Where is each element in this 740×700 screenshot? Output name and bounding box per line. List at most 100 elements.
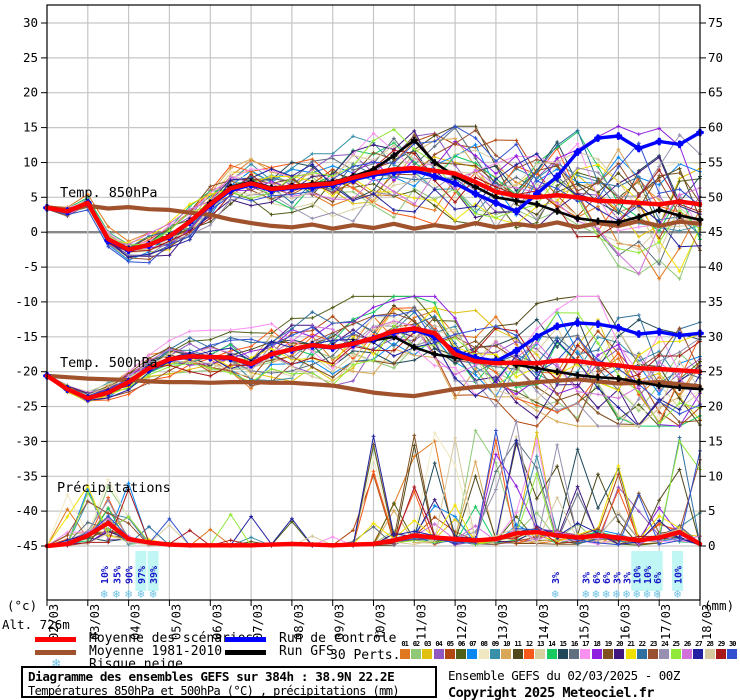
svg-text:60: 60 — [708, 120, 723, 135]
pert-number: 01 — [401, 640, 408, 648]
pert-color-swatch — [501, 649, 512, 659]
pert-number: 03 — [424, 640, 431, 648]
pert-24: 24 — [659, 640, 670, 659]
svg-text:10/03: 10/03 — [374, 604, 388, 640]
svg-text:3%: 3% — [582, 572, 593, 584]
pert-number: 06 — [457, 640, 465, 648]
pert-09: 09 — [489, 640, 501, 659]
pert-color-swatch — [727, 649, 738, 659]
pert-18: 18 — [591, 640, 602, 659]
svg-text:65: 65 — [708, 85, 723, 100]
pert-color-swatch — [478, 649, 489, 659]
svg-text:10%: 10% — [633, 566, 644, 584]
svg-text:-35: -35 — [15, 468, 38, 483]
svg-text:11/03: 11/03 — [414, 604, 428, 640]
pert-color-swatch — [557, 649, 568, 659]
svg-text:12/03: 12/03 — [455, 604, 469, 640]
pert-29: 29 — [715, 640, 726, 659]
svg-text:30: 30 — [708, 329, 723, 344]
pert-color-swatch — [569, 649, 580, 659]
pert-number: 13 — [536, 640, 544, 648]
pert-16: 16 — [568, 640, 580, 659]
svg-text:❄: ❄ — [623, 587, 630, 601]
svg-text:3%: 3% — [551, 572, 562, 584]
pert-04: 04 — [433, 640, 444, 659]
pert-number: 30 — [729, 640, 736, 648]
svg-text:25: 25 — [23, 50, 38, 65]
pert-color-swatch — [444, 649, 455, 659]
svg-text:40: 40 — [708, 259, 723, 274]
svg-text:(mm): (mm) — [704, 598, 734, 613]
svg-text:6%: 6% — [602, 572, 613, 584]
footer-run-info: Ensemble GEFS du 02/03/2025 - 00Z Copyri… — [448, 668, 680, 700]
pert-color-swatch — [704, 649, 715, 659]
legend-control-label: Run de contrôle — [279, 631, 397, 646]
svg-text:20: 20 — [23, 85, 38, 100]
pert-color-swatch — [523, 649, 534, 659]
pert-02: 02 — [410, 640, 421, 659]
svg-text:0: 0 — [708, 538, 716, 553]
pert-number: 09 — [491, 640, 499, 648]
svg-text:❄: ❄ — [137, 587, 144, 601]
pert-08: 08 — [478, 640, 489, 659]
svg-text:15/03: 15/03 — [578, 604, 592, 640]
pert-30: 30 — [727, 640, 738, 659]
svg-text:-40: -40 — [15, 503, 38, 518]
legend-climatology-swatch — [35, 650, 76, 655]
pert-color-swatch — [591, 649, 602, 659]
svg-text:-45: -45 — [15, 538, 38, 553]
pert-color-swatch — [535, 649, 546, 659]
pert-color-swatch — [614, 649, 625, 659]
pert-21: 21 — [625, 640, 636, 659]
pert-color-swatch — [602, 649, 613, 659]
pert-number: 16 — [570, 640, 578, 648]
svg-text:❄: ❄ — [643, 587, 650, 601]
footer-title-box: Diagramme des ensembles GEFS sur 384h : … — [21, 666, 437, 698]
pert-color-swatch — [410, 649, 421, 659]
pert-number: 19 — [604, 640, 612, 648]
svg-text:07/03: 07/03 — [251, 604, 265, 640]
pert-19: 19 — [602, 640, 613, 659]
pert-number: 24 — [661, 640, 668, 648]
pert-10: 10 — [501, 640, 512, 659]
svg-text:(°c): (°c) — [7, 598, 37, 613]
svg-text:04/03: 04/03 — [129, 604, 143, 640]
pert-number: 28 — [706, 640, 713, 648]
svg-text:14/03: 14/03 — [537, 604, 551, 640]
pert-20: 20 — [614, 640, 625, 659]
pert-17: 17 — [580, 640, 591, 659]
svg-text:45: 45 — [708, 224, 723, 239]
svg-text:39%: 39% — [149, 566, 160, 584]
svg-text:❄: ❄ — [149, 587, 156, 601]
svg-text:0: 0 — [30, 224, 38, 239]
svg-text:15: 15 — [708, 433, 723, 448]
svg-text:15: 15 — [23, 120, 38, 135]
svg-text:Temp. 850hPa: Temp. 850hPa — [60, 185, 158, 201]
pert-color-swatch — [693, 649, 704, 659]
svg-text:❄: ❄ — [101, 587, 108, 601]
svg-text:❄: ❄ — [613, 587, 620, 601]
pert-color-swatch — [512, 649, 523, 659]
pert-01: 01 — [399, 640, 410, 659]
pert-number: 17 — [582, 640, 589, 648]
pert-number: 08 — [480, 640, 488, 648]
pert-14: 14 — [546, 640, 557, 659]
pert-number: 02 — [412, 640, 420, 648]
pert-color-swatch — [636, 649, 647, 659]
pert-number: 22 — [638, 640, 646, 648]
svg-text:❄: ❄ — [654, 587, 661, 601]
pert-number: 07 — [469, 640, 476, 648]
pert-color-swatch — [659, 649, 670, 659]
svg-text:09/03: 09/03 — [333, 604, 347, 640]
svg-text:6%: 6% — [592, 572, 603, 584]
svg-text:97%: 97% — [137, 566, 148, 584]
pert-07: 07 — [467, 640, 478, 659]
pert-color-swatch — [625, 649, 636, 659]
svg-text:10%: 10% — [643, 566, 654, 584]
pert-number: 25 — [672, 640, 680, 648]
pert-number: 23 — [649, 640, 657, 648]
svg-text:10%: 10% — [674, 566, 685, 584]
pert-color-swatch — [715, 649, 726, 659]
